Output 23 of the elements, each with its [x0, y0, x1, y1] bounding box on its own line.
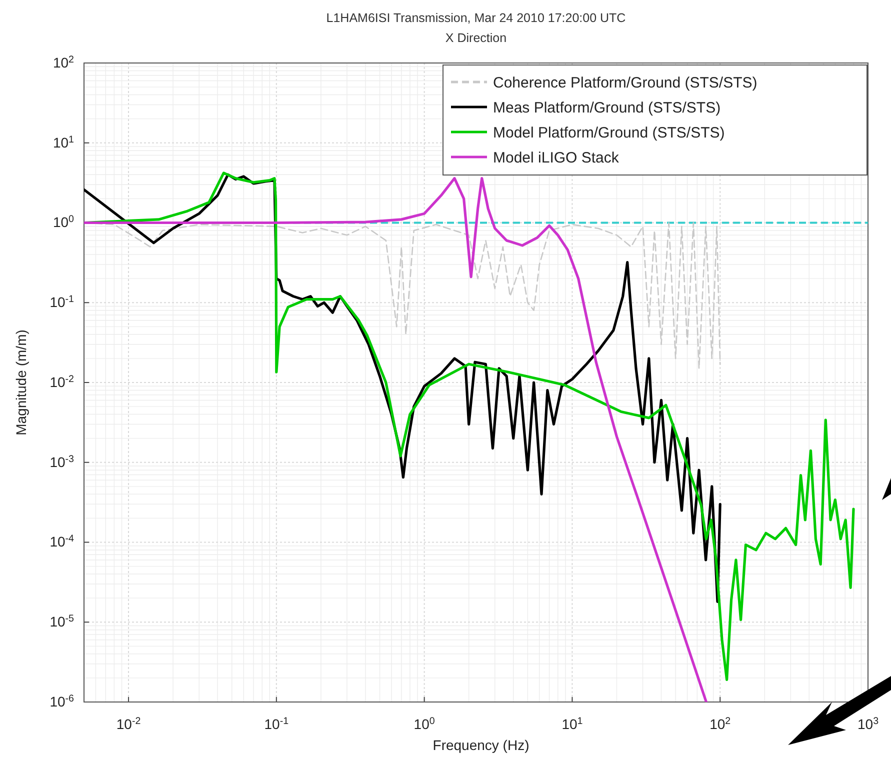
x-tick-label: 10$^{-1}$: [264, 715, 289, 732]
y-tick-label: 10$^{-4}$: [50, 533, 75, 550]
legend-label: Model iLIGO Stack: [493, 149, 620, 166]
y-axis-title: Magnitude (m/m): [13, 330, 29, 436]
y-tick-label: 10$^{-5}$: [50, 613, 75, 630]
x-tick-label: 10$^{0}$: [414, 715, 436, 732]
x-tick-label: 10$^{-2}$: [116, 715, 141, 732]
chart-subtitle: X Direction: [445, 31, 507, 45]
legend-label: Meas Platform/Ground (STS/STS): [493, 99, 721, 116]
x-tick-label: 10$^{2}$: [710, 715, 731, 732]
y-tick-label: 10$^{0}$: [52, 214, 75, 230]
x-tick-label: 10$^{1}$: [562, 715, 583, 732]
x-axis-title: Frequency (Hz): [432, 737, 530, 753]
y-tick-label: 10$^{-3}$: [50, 453, 75, 470]
x-tick-label: 10$^{3}$: [857, 715, 880, 732]
y-tick-label: 10$^{-6}$: [50, 692, 75, 710]
y-tick-label: 10$^{-2}$: [50, 373, 74, 390]
y-tick-label: 10$^{1}$: [52, 134, 74, 150]
chart-title: L1HAM6ISI Transmission, Mar 24 2010 17:20:00 UTC: [326, 11, 626, 25]
legend-label: Coherence Platform/Ground (STS/STS): [493, 74, 758, 92]
y-tick-label: 10$^{2}$: [52, 54, 74, 70]
y-tick-label: 10$^{-1}$: [50, 294, 74, 310]
legend-label: Model Platform/Ground (STS/STS): [493, 124, 725, 142]
